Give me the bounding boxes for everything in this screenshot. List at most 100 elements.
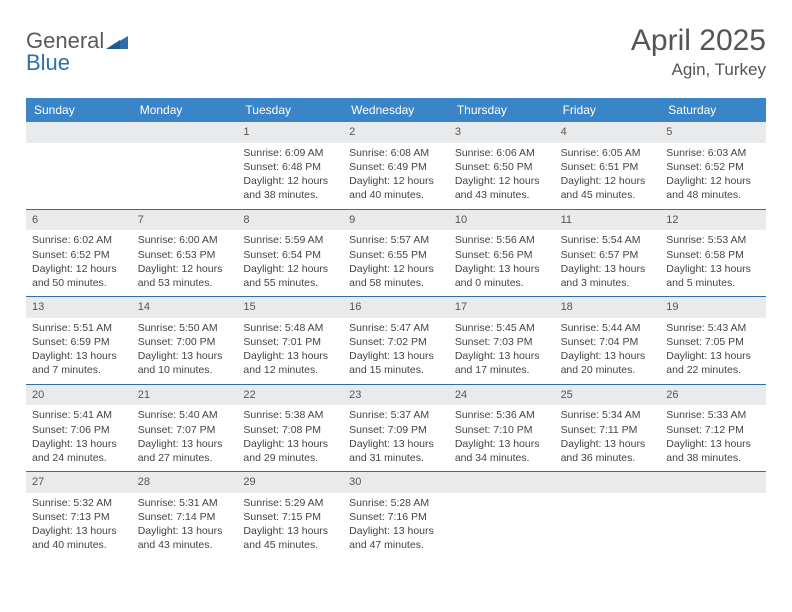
location-label: Agin, Turkey <box>631 60 766 80</box>
weekday-header: Monday <box>132 98 238 122</box>
daylight-text: Daylight: 13 hours and 24 minutes. <box>32 437 126 465</box>
calendar-cell: 24Sunrise: 5:36 AMSunset: 7:10 PMDayligh… <box>449 384 555 472</box>
day-details: Sunrise: 5:41 AMSunset: 7:06 PMDaylight:… <box>26 405 132 471</box>
daylight-text: Daylight: 13 hours and 43 minutes. <box>138 524 232 552</box>
calendar-cell: 23Sunrise: 5:37 AMSunset: 7:09 PMDayligh… <box>343 384 449 472</box>
calendar-cell: 14Sunrise: 5:50 AMSunset: 7:00 PMDayligh… <box>132 296 238 384</box>
day-number: 10 <box>449 210 555 231</box>
sunrise-text: Sunrise: 5:50 AM <box>138 321 232 335</box>
day-number: 11 <box>555 210 661 231</box>
sunrise-text: Sunrise: 5:53 AM <box>666 233 760 247</box>
day-details: Sunrise: 5:48 AMSunset: 7:01 PMDaylight:… <box>237 318 343 384</box>
calendar-cell: 16Sunrise: 5:47 AMSunset: 7:02 PMDayligh… <box>343 296 449 384</box>
sunset-text: Sunset: 7:11 PM <box>561 423 655 437</box>
calendar-cell: 19Sunrise: 5:43 AMSunset: 7:05 PMDayligh… <box>660 296 766 384</box>
day-number: 13 <box>26 297 132 318</box>
daylight-text: Daylight: 13 hours and 20 minutes. <box>561 349 655 377</box>
day-number: 20 <box>26 385 132 406</box>
calendar-cell-empty <box>660 471 766 559</box>
calendar-cell: 10Sunrise: 5:56 AMSunset: 6:56 PMDayligh… <box>449 209 555 297</box>
daylight-text: Daylight: 13 hours and 47 minutes. <box>349 524 443 552</box>
sunset-text: Sunset: 7:07 PM <box>138 423 232 437</box>
daylight-text: Daylight: 13 hours and 29 minutes. <box>243 437 337 465</box>
sunrise-text: Sunrise: 5:51 AM <box>32 321 126 335</box>
sunrise-text: Sunrise: 5:32 AM <box>32 496 126 510</box>
sunset-text: Sunset: 6:59 PM <box>32 335 126 349</box>
calendar-cell: 29Sunrise: 5:29 AMSunset: 7:15 PMDayligh… <box>237 471 343 559</box>
sunset-text: Sunset: 6:48 PM <box>243 160 337 174</box>
sunset-text: Sunset: 6:54 PM <box>243 248 337 262</box>
daylight-text: Daylight: 13 hours and 38 minutes. <box>666 437 760 465</box>
calendar-cell: 22Sunrise: 5:38 AMSunset: 7:08 PMDayligh… <box>237 384 343 472</box>
sunrise-text: Sunrise: 5:57 AM <box>349 233 443 247</box>
daylight-text: Daylight: 13 hours and 22 minutes. <box>666 349 760 377</box>
sunset-text: Sunset: 6:56 PM <box>455 248 549 262</box>
day-number: 7 <box>132 210 238 231</box>
weekday-header: Tuesday <box>237 98 343 122</box>
day-number: 4 <box>555 122 661 143</box>
daylight-text: Daylight: 13 hours and 27 minutes. <box>138 437 232 465</box>
day-details: Sunrise: 6:06 AMSunset: 6:50 PMDaylight:… <box>449 143 555 209</box>
day-details: Sunrise: 6:05 AMSunset: 6:51 PMDaylight:… <box>555 143 661 209</box>
daylight-text: Daylight: 12 hours and 55 minutes. <box>243 262 337 290</box>
brand-mark-icon <box>106 33 128 54</box>
day-details: Sunrise: 5:29 AMSunset: 7:15 PMDaylight:… <box>237 493 343 559</box>
sunset-text: Sunset: 6:50 PM <box>455 160 549 174</box>
daylight-text: Daylight: 13 hours and 40 minutes. <box>32 524 126 552</box>
daylight-text: Daylight: 13 hours and 7 minutes. <box>32 349 126 377</box>
sunrise-text: Sunrise: 6:02 AM <box>32 233 126 247</box>
calendar-cell: 20Sunrise: 5:41 AMSunset: 7:06 PMDayligh… <box>26 384 132 472</box>
sunset-text: Sunset: 7:03 PM <box>455 335 549 349</box>
sunset-text: Sunset: 7:12 PM <box>666 423 760 437</box>
calendar-cell: 9Sunrise: 5:57 AMSunset: 6:55 PMDaylight… <box>343 209 449 297</box>
day-details: Sunrise: 6:08 AMSunset: 6:49 PMDaylight:… <box>343 143 449 209</box>
calendar-cell: 4Sunrise: 6:05 AMSunset: 6:51 PMDaylight… <box>555 122 661 209</box>
sunrise-text: Sunrise: 5:29 AM <box>243 496 337 510</box>
daylight-text: Daylight: 13 hours and 0 minutes. <box>455 262 549 290</box>
day-number: 18 <box>555 297 661 318</box>
daylight-text: Daylight: 12 hours and 50 minutes. <box>32 262 126 290</box>
sunset-text: Sunset: 6:49 PM <box>349 160 443 174</box>
daylight-text: Daylight: 13 hours and 5 minutes. <box>666 262 760 290</box>
day-details: Sunrise: 6:00 AMSunset: 6:53 PMDaylight:… <box>132 230 238 296</box>
sunrise-text: Sunrise: 5:54 AM <box>561 233 655 247</box>
day-number: 22 <box>237 385 343 406</box>
sunset-text: Sunset: 7:04 PM <box>561 335 655 349</box>
day-details: Sunrise: 5:50 AMSunset: 7:00 PMDaylight:… <box>132 318 238 384</box>
day-number: 6 <box>26 210 132 231</box>
day-number: 15 <box>237 297 343 318</box>
sunset-text: Sunset: 7:14 PM <box>138 510 232 524</box>
day-details: Sunrise: 5:33 AMSunset: 7:12 PMDaylight:… <box>660 405 766 471</box>
day-details: Sunrise: 5:32 AMSunset: 7:13 PMDaylight:… <box>26 493 132 559</box>
daylight-text: Daylight: 12 hours and 58 minutes. <box>349 262 443 290</box>
title-block: April 2025 Agin, Turkey <box>631 24 766 80</box>
sunset-text: Sunset: 7:05 PM <box>666 335 760 349</box>
sunset-text: Sunset: 6:51 PM <box>561 160 655 174</box>
sunset-text: Sunset: 7:00 PM <box>138 335 232 349</box>
weekday-header: Sunday <box>26 98 132 122</box>
brand-part2: Blue <box>26 50 70 75</box>
day-details: Sunrise: 5:54 AMSunset: 6:57 PMDaylight:… <box>555 230 661 296</box>
day-number: 26 <box>660 385 766 406</box>
calendar-cell: 5Sunrise: 6:03 AMSunset: 6:52 PMDaylight… <box>660 122 766 209</box>
daylight-text: Daylight: 13 hours and 10 minutes. <box>138 349 232 377</box>
daylight-text: Daylight: 13 hours and 12 minutes. <box>243 349 337 377</box>
day-details: Sunrise: 5:57 AMSunset: 6:55 PMDaylight:… <box>343 230 449 296</box>
sunrise-text: Sunrise: 5:48 AM <box>243 321 337 335</box>
daylight-text: Daylight: 12 hours and 40 minutes. <box>349 174 443 202</box>
day-number: 9 <box>343 210 449 231</box>
calendar-cell: 1Sunrise: 6:09 AMSunset: 6:48 PMDaylight… <box>237 122 343 209</box>
daylight-text: Daylight: 13 hours and 17 minutes. <box>455 349 549 377</box>
sunrise-text: Sunrise: 5:41 AM <box>32 408 126 422</box>
header: GeneralBlue April 2025 Agin, Turkey <box>26 24 766 80</box>
sunset-text: Sunset: 7:16 PM <box>349 510 443 524</box>
day-details: Sunrise: 5:36 AMSunset: 7:10 PMDaylight:… <box>449 405 555 471</box>
daylight-text: Daylight: 12 hours and 43 minutes. <box>455 174 549 202</box>
day-number: 14 <box>132 297 238 318</box>
sunset-text: Sunset: 6:53 PM <box>138 248 232 262</box>
day-number: 24 <box>449 385 555 406</box>
day-details: Sunrise: 5:43 AMSunset: 7:05 PMDaylight:… <box>660 318 766 384</box>
day-details: Sunrise: 5:28 AMSunset: 7:16 PMDaylight:… <box>343 493 449 559</box>
brand-logo: GeneralBlue <box>26 24 128 76</box>
calendar-cell: 2Sunrise: 6:08 AMSunset: 6:49 PMDaylight… <box>343 122 449 209</box>
